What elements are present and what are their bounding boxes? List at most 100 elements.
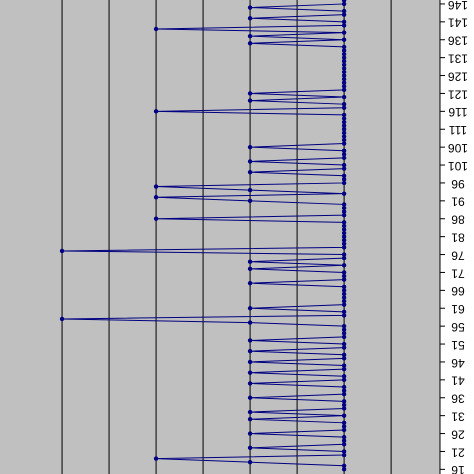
data-point — [341, 123, 347, 128]
data-point — [247, 338, 253, 343]
x-tick-label: 66 — [451, 284, 465, 298]
data-point — [247, 431, 253, 436]
data-point — [341, 442, 347, 447]
data-point — [341, 263, 347, 268]
data-point — [341, 420, 347, 426]
data-point — [153, 184, 159, 189]
data-point — [341, 59, 347, 64]
x-tick-label: 101 — [448, 159, 468, 173]
data-point — [341, 309, 347, 315]
data-point — [341, 127, 347, 132]
data-point — [247, 33, 253, 39]
data-point — [341, 55, 347, 60]
x-tick-label: 96 — [451, 177, 465, 191]
x-tick-label: 106 — [448, 141, 468, 155]
data-point — [341, 284, 347, 289]
data-point — [247, 266, 253, 272]
data-point — [341, 191, 347, 196]
data-point — [341, 84, 347, 89]
data-point — [247, 16, 253, 21]
data-point — [341, 374, 347, 379]
data-point — [341, 230, 347, 236]
data-point — [341, 449, 347, 454]
data-point — [153, 26, 159, 32]
data-point — [341, 291, 347, 297]
data-point — [247, 170, 253, 175]
data-point — [247, 370, 253, 375]
data-point — [341, 66, 347, 71]
data-point — [341, 241, 347, 247]
x-tick-label: 91 — [451, 195, 465, 209]
data-point — [341, 177, 347, 182]
data-point — [341, 270, 347, 275]
data-point — [341, 148, 347, 153]
data-point — [341, 119, 347, 125]
data-point — [247, 41, 253, 46]
data-point — [341, 438, 347, 443]
data-point — [341, 334, 347, 340]
x-tick-label: 21 — [451, 445, 465, 459]
data-point — [341, 87, 347, 93]
data-point — [341, 166, 347, 171]
x-tick-label: 126 — [448, 69, 468, 83]
data-point — [341, 388, 347, 393]
data-point — [341, 212, 347, 218]
data-point — [247, 306, 253, 311]
x-tick-label: 131 — [448, 51, 468, 65]
data-point — [341, 155, 347, 161]
data-point — [247, 98, 253, 103]
data-point — [341, 76, 347, 82]
x-tick-label: 116 — [448, 105, 467, 119]
data-point — [341, 255, 347, 261]
data-point — [341, 245, 347, 250]
data-point — [341, 94, 347, 100]
data-point — [341, 12, 347, 17]
data-point — [341, 234, 347, 239]
data-point — [341, 252, 347, 257]
data-point — [341, 8, 347, 14]
data-point — [341, 391, 347, 397]
data-point — [341, 137, 347, 143]
data-point — [341, 51, 347, 57]
data-point — [341, 220, 347, 225]
data-point — [153, 109, 159, 114]
data-point — [341, 377, 347, 383]
x-tick-label: 61 — [451, 302, 465, 316]
data-point — [341, 463, 347, 468]
data-point — [247, 159, 253, 164]
data-point — [247, 417, 253, 422]
data-point — [341, 173, 347, 178]
data-point — [341, 116, 347, 121]
data-point — [341, 363, 347, 368]
data-point — [341, 327, 347, 332]
data-point — [341, 205, 347, 211]
data-point — [247, 445, 253, 451]
data-point — [341, 162, 347, 168]
data-point — [341, 44, 347, 50]
data-point — [247, 359, 253, 365]
data-point — [247, 320, 253, 325]
data-point — [153, 456, 159, 461]
x-tick-label: 26 — [451, 427, 465, 441]
data-point — [59, 316, 65, 322]
data-point — [341, 238, 347, 243]
data-point — [247, 409, 253, 415]
data-point — [341, 37, 347, 42]
x-tick-label: 86 — [451, 213, 465, 227]
data-point — [341, 427, 347, 433]
data-point — [341, 352, 347, 357]
data-point — [341, 402, 347, 408]
plot-area — [0, 0, 440, 474]
data-point — [341, 434, 347, 440]
x-tick-label: 56 — [451, 320, 465, 334]
data-point — [341, 130, 347, 136]
data-point — [341, 288, 347, 293]
data-point — [341, 424, 347, 429]
x-tick-label: 16 — [451, 463, 465, 474]
data-point — [341, 202, 347, 207]
x-tick-label: 136 — [448, 34, 468, 48]
data-point — [247, 459, 253, 465]
data-point — [247, 91, 253, 96]
x-tick-label: 36 — [451, 392, 465, 406]
